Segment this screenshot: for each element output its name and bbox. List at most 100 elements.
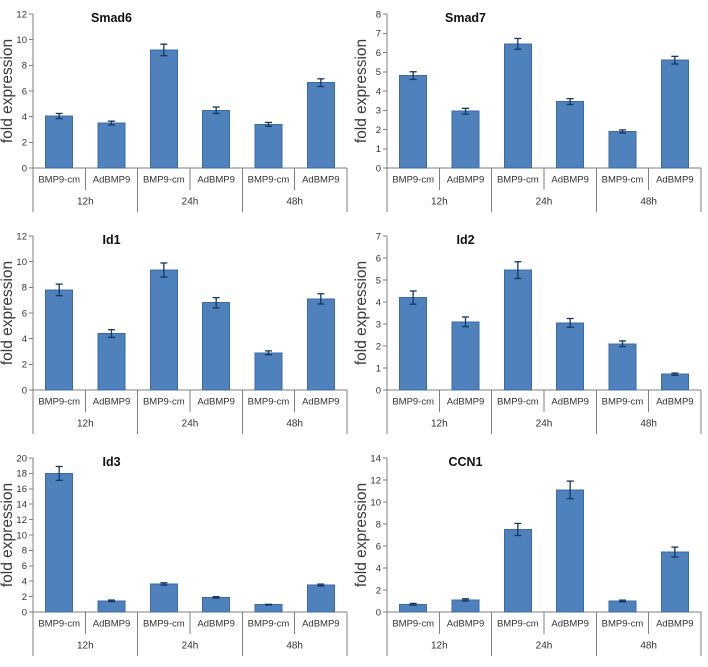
y-tick-label: 4 xyxy=(22,577,27,588)
y-axis-label: fold expression xyxy=(0,261,16,365)
chart-panel-smad7: 0 1 2 3 4 5 6 7 8 BMP9-cm AdBMP9 12h BMP9-cm AdBMP9 24… xyxy=(354,0,708,222)
series-label: BMP9-cm xyxy=(497,174,539,185)
y-tick-label: 16 xyxy=(16,484,27,495)
y-tick-label: 0 xyxy=(22,607,27,618)
series-label: AdBMP9 xyxy=(551,174,589,185)
group-label: 12h xyxy=(77,197,94,208)
series-label: AdBMP9 xyxy=(447,618,485,629)
bar xyxy=(97,122,126,169)
series-label: AdBMP9 xyxy=(447,174,485,185)
y-axis-label: fold expression xyxy=(0,483,16,587)
bar xyxy=(149,583,178,613)
series-label: BMP9-cm xyxy=(497,618,539,629)
bar xyxy=(608,600,637,613)
group-label: 12h xyxy=(431,197,448,208)
group-label: 48h xyxy=(640,419,657,430)
series-label: BMP9-cm xyxy=(392,174,434,185)
chart-title: Id2 xyxy=(456,233,474,247)
group-label: 48h xyxy=(640,197,657,208)
y-tick-label: 6 xyxy=(22,308,27,319)
y-axis-label: fold expression xyxy=(354,261,370,365)
y-tick-label: 8 xyxy=(376,519,381,530)
bar xyxy=(451,321,480,391)
y-tick-label: 10 xyxy=(16,257,27,268)
group-label: 48h xyxy=(286,419,303,430)
series-label: AdBMP9 xyxy=(197,396,235,407)
bar xyxy=(503,43,532,169)
group-label: 24h xyxy=(536,197,553,208)
series-label: AdBMP9 xyxy=(656,174,694,185)
y-tick-label: 5 xyxy=(376,67,381,78)
y-tick-label: 14 xyxy=(16,500,27,511)
bar xyxy=(306,82,335,169)
bar xyxy=(202,596,231,613)
series-label: BMP9-cm xyxy=(248,174,290,185)
group-label: 12h xyxy=(431,419,448,430)
y-tick-label: 12 xyxy=(16,515,27,526)
series-label: BMP9-cm xyxy=(602,174,644,185)
y-tick-label: 12 xyxy=(370,475,381,486)
y-tick-label: 0 xyxy=(22,163,27,174)
bar xyxy=(556,489,585,613)
chart-panel-id2: 0 1 2 3 4 5 6 7 BMP9-cm AdBMP9 12h BMP9-cm AdBMP9 24h… xyxy=(354,222,708,444)
series-label: AdBMP9 xyxy=(551,618,589,629)
group-label: 12h xyxy=(77,419,94,430)
bar xyxy=(254,604,283,613)
chart-panel-ccn1: 0 2 4 6 8 10 12 14 BMP9-cm AdBMP9 12h BMP9-cm AdBMP9… xyxy=(354,444,708,666)
y-tick-label: 10 xyxy=(370,497,381,508)
bar xyxy=(399,75,428,169)
bar xyxy=(97,333,126,391)
y-tick-label: 0 xyxy=(376,163,381,174)
series-label: BMP9-cm xyxy=(248,618,290,629)
series-label: AdBMP9 xyxy=(93,174,131,185)
series-label: AdBMP9 xyxy=(302,174,340,185)
bar xyxy=(660,373,689,391)
series-label: BMP9-cm xyxy=(602,618,644,629)
series-label: AdBMP9 xyxy=(197,174,235,185)
bar xyxy=(451,599,480,613)
chart-title: Smad7 xyxy=(445,11,486,25)
y-tick-label: 12 xyxy=(16,9,27,20)
bar xyxy=(556,101,585,169)
bar xyxy=(45,472,74,613)
y-tick-label: 0 xyxy=(376,385,381,396)
series-label: BMP9-cm xyxy=(38,396,80,407)
series-label: BMP9-cm xyxy=(143,396,185,407)
chart-panel-smad6: 0 2 4 6 8 10 12 BMP9-cm AdBMP9 12h BMP9-cm AdBMP9 24… xyxy=(0,0,354,222)
y-tick-label: 7 xyxy=(376,29,381,40)
y-tick-label: 7 xyxy=(376,231,381,242)
bar xyxy=(202,302,231,391)
y-tick-label: 0 xyxy=(376,607,381,618)
bar xyxy=(451,110,480,169)
y-tick-label: 4 xyxy=(22,334,27,345)
y-tick-label: 6 xyxy=(376,253,381,264)
y-tick-label: 12 xyxy=(16,231,27,242)
bar xyxy=(306,298,335,391)
series-label: AdBMP9 xyxy=(551,396,589,407)
y-tick-label: 8 xyxy=(22,546,27,557)
bar xyxy=(660,551,689,613)
chart-title: Smad6 xyxy=(91,11,132,25)
y-tick-label: 18 xyxy=(16,469,27,480)
group-label: 24h xyxy=(182,641,199,652)
y-axis-label: fold expression xyxy=(354,39,370,143)
y-tick-label: 10 xyxy=(16,530,27,541)
series-label: BMP9-cm xyxy=(38,174,80,185)
series-label: AdBMP9 xyxy=(656,618,694,629)
bar xyxy=(45,289,74,391)
chart-title: Id3 xyxy=(102,455,120,469)
y-tick-label: 6 xyxy=(22,561,27,572)
chart-panel-id3: 0 2 4 6 8 10 12 14 16 18 20 BMP9-cm AdBMP9 12h BMP9-cm… xyxy=(0,444,354,666)
y-tick-label: 8 xyxy=(376,9,381,20)
y-tick-label: 4 xyxy=(376,563,381,574)
bar xyxy=(503,529,532,613)
series-label: AdBMP9 xyxy=(302,396,340,407)
chart-panel-id1: 0 2 4 6 8 10 12 BMP9-cm AdBMP9 12h BMP9-cm AdBMP9 24… xyxy=(0,222,354,444)
series-label: AdBMP9 xyxy=(447,396,485,407)
bar xyxy=(608,343,637,391)
y-tick-label: 10 xyxy=(16,35,27,46)
series-label: BMP9-cm xyxy=(38,618,80,629)
y-tick-label: 6 xyxy=(376,48,381,59)
y-tick-label: 14 xyxy=(370,453,381,464)
